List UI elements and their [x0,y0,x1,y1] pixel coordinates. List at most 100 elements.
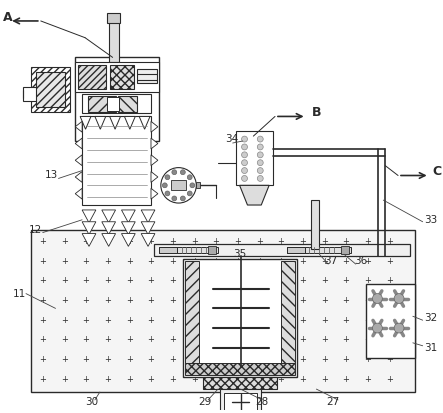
Text: +: + [234,237,241,246]
Bar [109,18,119,62]
Circle shape [161,168,196,203]
Text: +: + [126,335,133,344]
Polygon shape [75,155,82,166]
Text: +: + [234,296,241,305]
Text: 35: 35 [233,249,246,259]
Text: +: + [213,256,219,266]
Text: 31: 31 [425,343,438,353]
Text: +: + [277,355,284,364]
Text: +: + [321,256,328,266]
Polygon shape [151,121,158,132]
Text: +: + [364,237,371,246]
Circle shape [187,175,192,180]
Bar [107,13,120,23]
Text: +: + [256,316,263,325]
Text: +: + [321,375,328,384]
Text: 29: 29 [198,397,211,407]
Polygon shape [82,210,96,223]
Text: +: + [321,296,328,305]
Text: +: + [191,375,198,384]
Polygon shape [75,188,82,199]
Circle shape [257,144,263,150]
Text: +: + [169,355,176,364]
Circle shape [172,196,177,201]
Text: +: + [213,335,219,344]
Text: +: + [61,355,68,364]
Text: +: + [82,237,89,246]
Text: +: + [61,375,68,384]
Text: +: + [61,335,68,344]
Circle shape [373,294,382,304]
Circle shape [257,168,263,173]
Text: 11: 11 [13,289,27,299]
Text: +: + [126,296,133,305]
Text: B: B [311,106,321,119]
Polygon shape [151,155,158,166]
Circle shape [180,196,185,201]
Text: +: + [234,375,241,384]
Text: +: + [342,296,350,305]
Text: +: + [39,355,46,364]
Text: +: + [386,335,392,344]
Text: +: + [213,237,219,246]
Text: +: + [82,296,89,305]
Text: +: + [386,375,392,384]
Text: +: + [82,375,89,384]
Bar [137,69,157,83]
Text: +: + [277,316,284,325]
Text: +: + [364,355,371,364]
Bar [31,67,70,112]
Polygon shape [102,234,116,247]
Text: +: + [61,276,68,285]
Text: +: + [342,355,350,364]
Text: +: + [234,355,241,364]
Bar [186,261,199,363]
Circle shape [180,170,185,175]
Circle shape [257,176,263,181]
Bar [171,180,187,190]
Polygon shape [141,234,155,247]
Circle shape [373,323,382,333]
Text: +: + [213,316,219,325]
Text: +: + [277,296,284,305]
Text: +: + [256,335,263,344]
Text: +: + [169,276,176,285]
Polygon shape [121,210,135,223]
Polygon shape [82,234,96,247]
Text: +: + [82,256,89,266]
Text: +: + [104,237,111,246]
Text: +: + [342,335,350,344]
Text: 36: 36 [354,256,367,266]
Bar [78,65,106,89]
Text: +: + [148,375,155,384]
Text: +: + [321,237,328,246]
Text: +: + [104,335,111,344]
Bar [82,94,151,114]
Text: +: + [126,276,133,285]
Text: +: + [126,375,133,384]
Text: +: + [321,335,328,344]
Text: +: + [386,296,392,305]
Polygon shape [151,171,158,183]
Polygon shape [75,171,82,183]
Bar [341,247,349,254]
Text: 33: 33 [425,215,438,225]
Text: +: + [61,296,68,305]
Text: C: C [432,165,442,178]
Bar [31,230,415,392]
Bar [23,87,38,101]
Text: +: + [191,276,198,285]
Text: +: + [299,296,306,305]
Text: +: + [191,256,198,266]
Polygon shape [151,188,158,199]
Text: 34: 34 [225,134,238,144]
Bar [154,244,410,256]
Bar [208,247,216,254]
Polygon shape [102,222,116,235]
Text: +: + [342,375,350,384]
Polygon shape [121,234,135,247]
Text: +: + [126,237,133,246]
Bar [110,65,134,89]
Bar [311,200,319,249]
Circle shape [165,191,170,196]
